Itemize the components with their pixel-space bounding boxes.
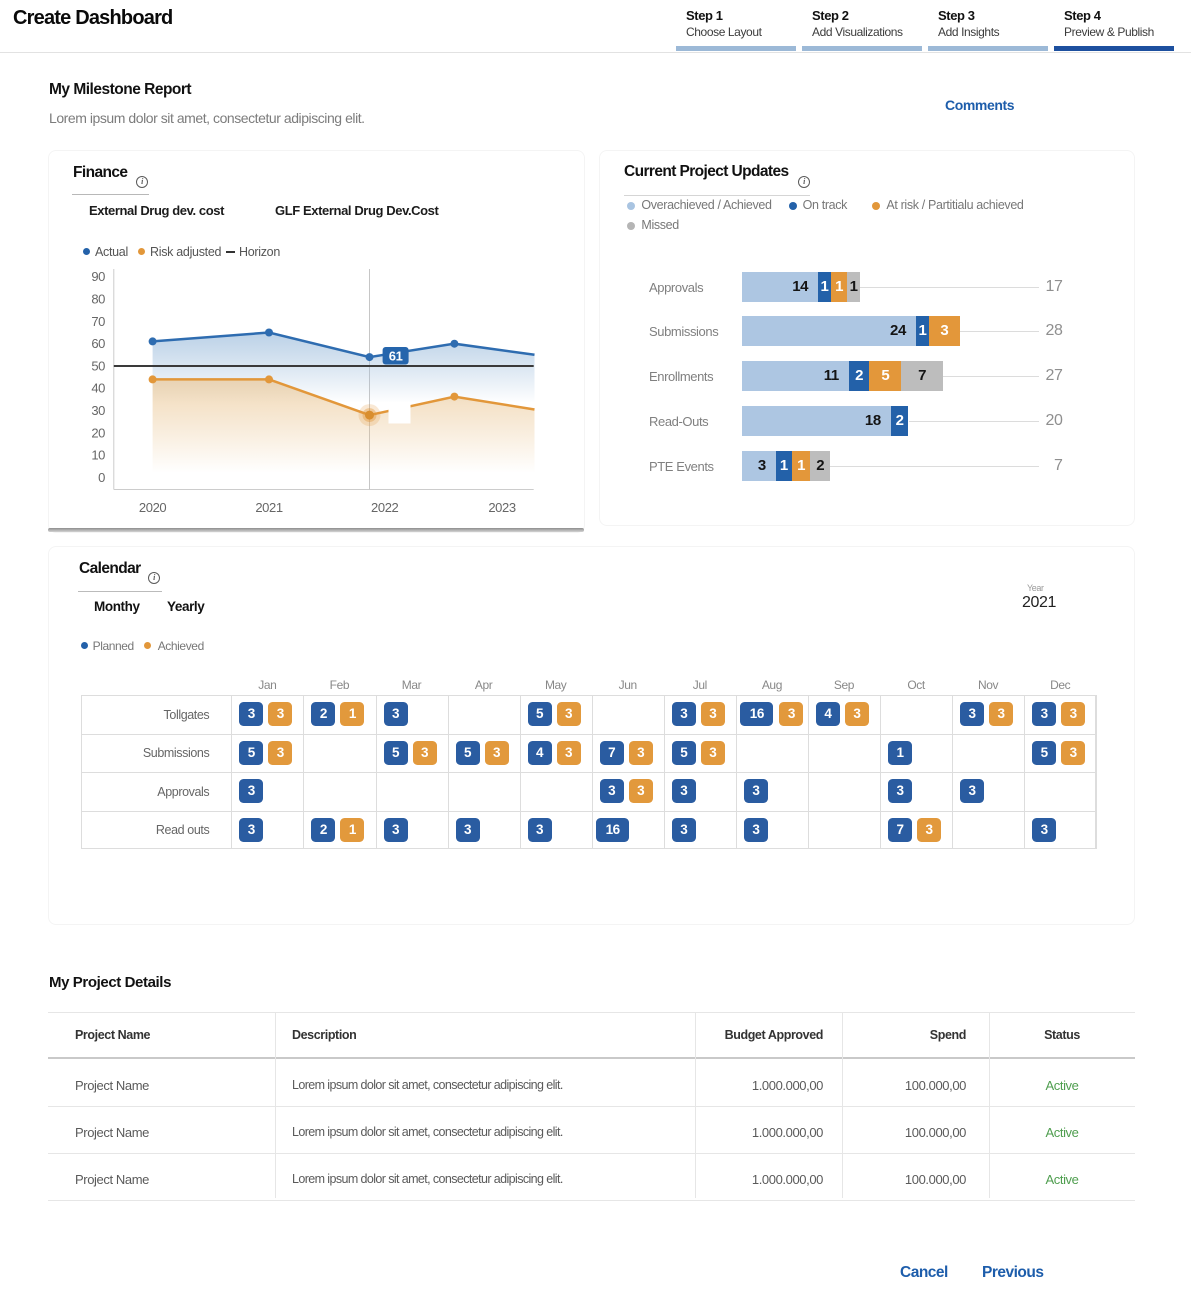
svg-text:2021: 2021 (255, 500, 282, 515)
svg-text:60: 60 (91, 336, 105, 351)
svg-text:80: 80 (91, 292, 105, 307)
svg-text:20: 20 (91, 425, 105, 440)
svg-text:40: 40 (91, 381, 105, 396)
svg-text:70: 70 (91, 314, 105, 329)
svg-text:61: 61 (389, 349, 403, 364)
svg-text:90: 90 (91, 269, 105, 284)
svg-text:2020: 2020 (139, 500, 166, 515)
svg-text:50: 50 (91, 359, 105, 374)
svg-text:0: 0 (98, 470, 105, 485)
svg-text:10: 10 (91, 448, 105, 463)
svg-text:2022: 2022 (371, 500, 398, 515)
svg-text:2023: 2023 (488, 500, 515, 515)
svg-text:30: 30 (91, 403, 105, 418)
